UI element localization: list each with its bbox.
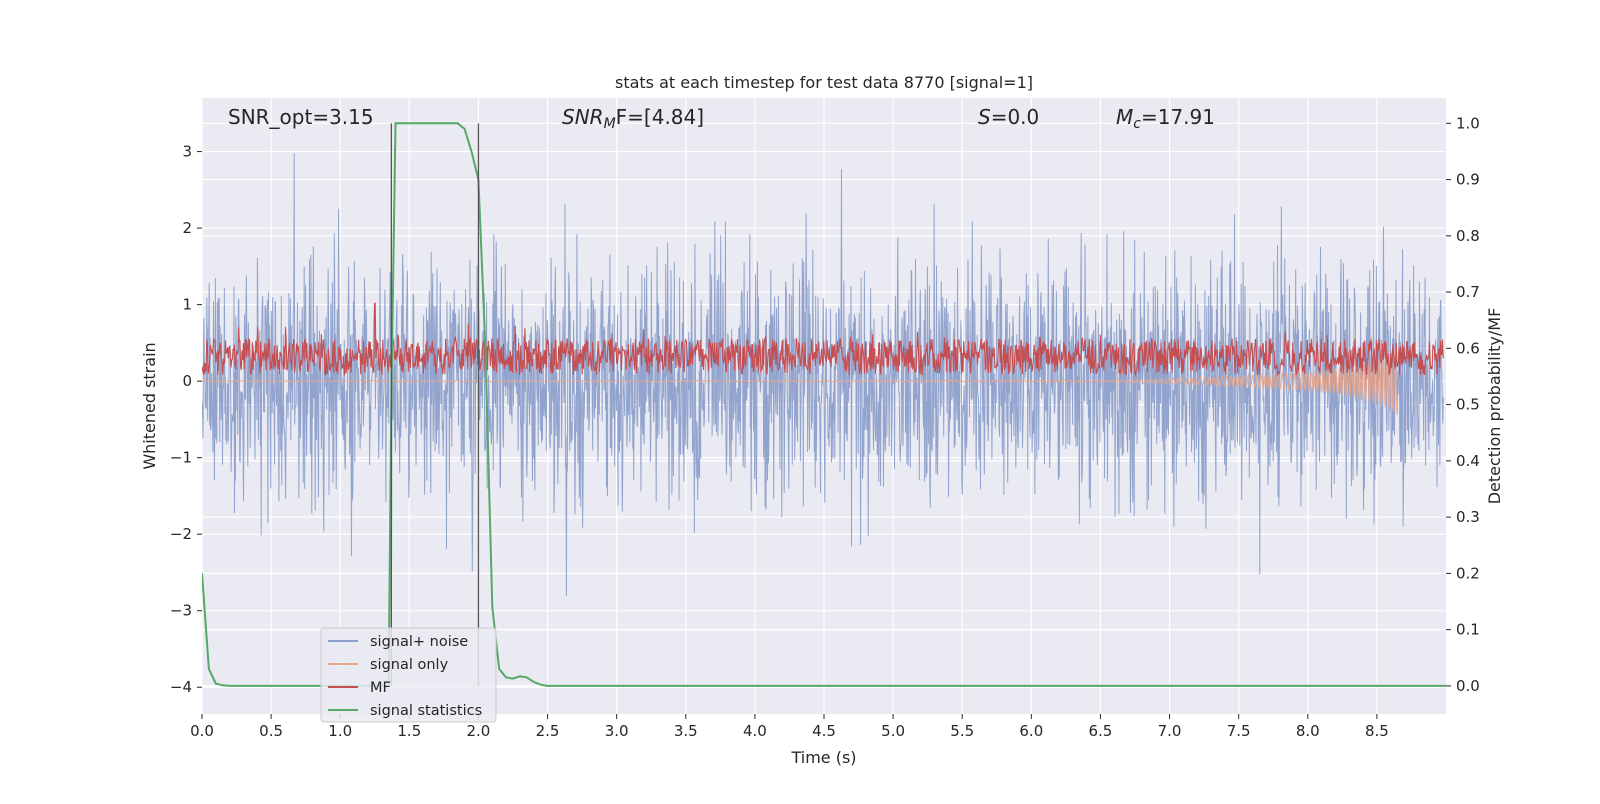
- x-tick-label: 2.0: [467, 722, 491, 740]
- y-tick-label: 0: [182, 372, 192, 390]
- y-right-tick-label: 0.3: [1456, 508, 1480, 526]
- x-axis-ticks: 0.0 0.5 1.0 1.5 2.0 2.5 3.0 3.5 4.0 4.5 5.0 5.5 6.0 6…: [190, 714, 1389, 740]
- x-tick-label: 6.5: [1089, 722, 1113, 740]
- legend-label-signal-noise: signal+ noise: [370, 634, 468, 650]
- x-tick-label: 7.0: [1158, 722, 1182, 740]
- mc-value: =17.91: [1141, 105, 1215, 129]
- s-annotation: S=0.0: [978, 105, 1039, 129]
- x-tick-label: 4.5: [812, 722, 836, 740]
- x-tick-label: 1.0: [328, 722, 352, 740]
- y-right-tick-label: 0.5: [1456, 396, 1480, 414]
- s-symbol: S: [978, 105, 991, 129]
- x-tick-label: 0.5: [259, 722, 283, 740]
- legend: signal+ noise signal only MF signal stat…: [320, 627, 497, 723]
- x-tick-label: 6.0: [1019, 722, 1043, 740]
- y-right-tick-label: 1.0: [1456, 114, 1480, 132]
- y-right-axis-label: Detection probability/MF: [1485, 308, 1504, 505]
- y-axis-ticks: 3 2 1 0 −1 −2 −3 −4: [170, 143, 202, 696]
- x-tick-label: 5.5: [950, 722, 974, 740]
- y-axis-label: Whitened strain: [140, 342, 159, 469]
- mc-symbol: M: [1116, 105, 1133, 129]
- mc-subscript: c: [1133, 116, 1141, 132]
- legend-label-mf: MF: [370, 680, 391, 696]
- y-right-tick-label: 0.7: [1456, 283, 1480, 301]
- x-axis-label: Time (s): [790, 748, 856, 767]
- y-right-tick-label: 0.0: [1456, 677, 1480, 695]
- y-tick-label: 3: [182, 143, 192, 161]
- x-tick-label: 7.5: [1227, 722, 1251, 740]
- y-tick-label: −2: [170, 525, 192, 543]
- series-signal-statistics-line: [202, 122, 1446, 687]
- y-tick-label: 1: [182, 296, 192, 314]
- vertical-markers: [390, 123, 480, 686]
- snr-mf-symbol: SNR: [562, 105, 604, 129]
- y-tick-label: −3: [170, 602, 192, 620]
- x-tick-label: 8.0: [1296, 722, 1320, 740]
- series-mf-line: [202, 302, 1444, 377]
- x-tick-label: 2.5: [536, 722, 560, 740]
- snr-mf-subscript: M: [604, 116, 616, 132]
- y-right-tick-label: 0.9: [1456, 171, 1480, 189]
- y-tick-label: 2: [182, 219, 192, 237]
- x-tick-label: 3.5: [674, 722, 698, 740]
- x-tick-label: 4.0: [743, 722, 767, 740]
- chart-title: stats at each timestep for test data 877…: [615, 73, 1033, 92]
- y-right-tick-label: 0.2: [1456, 564, 1480, 582]
- y-right-tick-label: 0.4: [1456, 452, 1480, 470]
- y-tick-label: −4: [170, 678, 192, 696]
- series-layer: [202, 122, 1446, 687]
- x-tick-label: 8.5: [1365, 722, 1389, 740]
- snr-opt-annotation: SNR_opt=3.15: [228, 105, 374, 129]
- snr-mf-value: F=[4.84]: [616, 105, 704, 129]
- series-signal-only-line: [202, 348, 1399, 415]
- x-tick-label: 0.0: [190, 722, 214, 740]
- legend-label-signal-only: signal only: [370, 657, 449, 673]
- legend-box: [320, 627, 497, 723]
- y-right-tick-label: 0.6: [1456, 339, 1480, 357]
- y-right-tick-label: 0.1: [1456, 621, 1480, 639]
- snr-mf-annotation: SNRMF=[4.84]: [562, 105, 704, 132]
- mc-annotation: Mc=17.91: [1116, 105, 1215, 132]
- s-value: =0.0: [991, 105, 1040, 129]
- x-tick-label: 1.5: [397, 722, 421, 740]
- y-right-axis-ticks: 1.0 0.9 0.8 0.7 0.6 0.5 0.4 0.3 0.2 0.1 0.0: [1446, 114, 1480, 695]
- y-right-tick-label: 0.8: [1456, 227, 1480, 245]
- x-tick-label: 5.0: [881, 722, 905, 740]
- y-tick-label: −1: [170, 449, 192, 467]
- x-tick-label: 3.0: [605, 722, 629, 740]
- legend-label-signal-statistics: signal statistics: [370, 703, 482, 719]
